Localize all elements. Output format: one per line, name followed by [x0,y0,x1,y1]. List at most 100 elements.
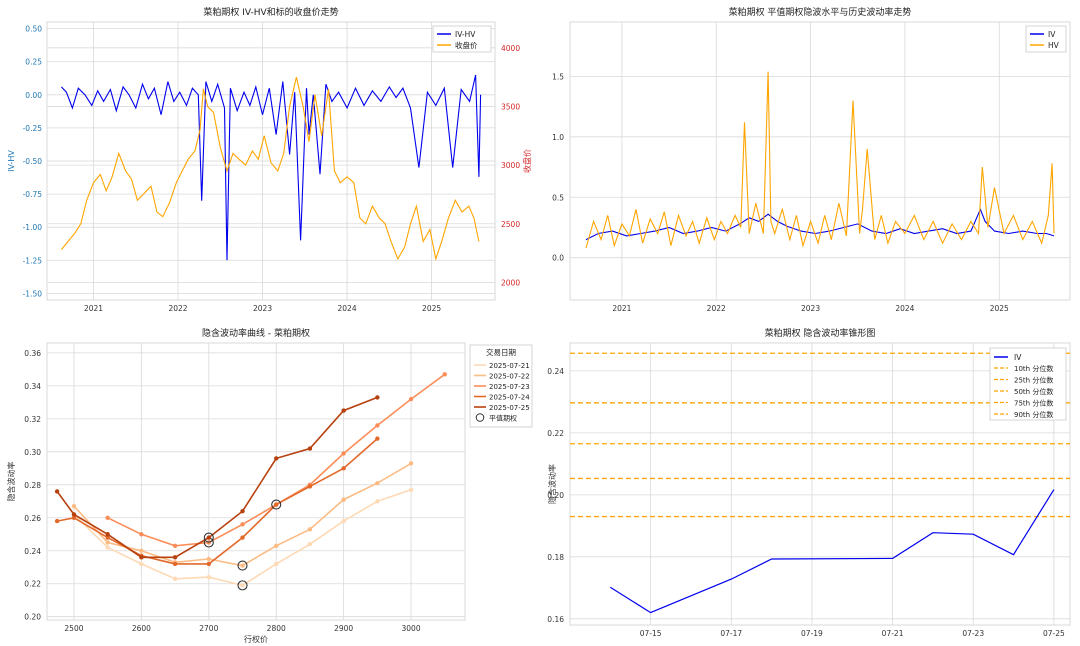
data-point [105,545,110,550]
data-point [105,515,110,520]
data-point [71,504,77,509]
x-tick-label: 2500 [64,624,83,633]
y-tick-label: 0.30 [24,448,41,457]
data-point [206,535,212,540]
data-point [307,446,313,451]
legend-box [432,25,492,53]
series [71,461,414,571]
legend-label: 2025-07-22 [489,373,530,381]
series-line [73,462,412,567]
legend-label: 10th 分位数 [1014,364,1053,373]
data-point [240,563,245,568]
y-tick-label: 0.36 [24,349,41,358]
y-tick-label: -0.25 [23,124,43,133]
panel-1: 菜粕期权 IV-HV和标的收盘价走势 2021 2022 2023 2024 2025 0.… [7,6,532,313]
data-point [240,508,245,514]
data-point [341,497,346,502]
chart-title: 隐含波动率曲线 - 菜粕期权 [202,327,310,339]
legend-label: 2025-07-23 [489,383,530,391]
y-tick-label: 0.34 [24,382,41,391]
data-point [307,541,313,547]
y-tick-label: 0.00 [25,91,42,100]
data-point [240,583,245,588]
plot-frame [569,21,1071,301]
data-point [375,499,380,504]
y2-tick-label: 4000 [501,44,520,53]
legend-label: 2025-07-21 [489,362,530,370]
data-point [442,372,447,377]
y-tick-label: -1.25 [23,256,43,265]
data-point [408,487,414,492]
chart-title: 菜粕期权 隐含波动率锥形图 [765,327,876,339]
x-tick-label: 07-23 [962,629,984,638]
panel-3: 隐含波动率曲线 - 菜粕期权 2500 2600 2700 2800 2900 3000 0.… [6,327,533,644]
x-tick-label: 07-21 [882,629,904,638]
x-tick-label: 2024 [338,304,357,313]
data-point [71,512,77,517]
x-tick-label: 2022 [707,304,726,313]
x-tick-label: 2023 [801,304,820,313]
x-tick-label: 07-15 [640,629,662,638]
series [54,436,380,567]
y-tick-label: 0.16 [547,615,564,624]
data-point [139,532,144,537]
legend-label: 75th 分位数 [1014,399,1053,408]
x-tick-label: 07-25 [1043,629,1065,638]
x-tick-label: 2022 [168,304,187,313]
data-point [274,561,279,567]
chart-title: 菜粕期权 平值期权隐波水平与历史波动率走势 [729,6,912,18]
y-axis-label: 隐含波动率 [547,464,557,504]
x-axis-label: 行权价 [244,634,268,644]
y-axis-label: IV-HV [7,150,16,172]
legend: IV HV [1025,25,1067,53]
series-line [585,71,1055,249]
y-tick-label: -0.75 [23,190,43,199]
legend-box [1025,25,1067,53]
data-point [139,561,144,567]
y-tick-label: 0.22 [24,580,41,589]
x-tick-label: 2800 [267,624,286,633]
data-point [105,540,110,545]
y-tick-label: 0.0 [552,254,564,263]
x-tick-label: 2024 [895,304,914,313]
legend-label: IV [1014,353,1022,362]
data-point [341,408,346,413]
y2-tick-label: 2000 [501,278,520,287]
y2-axis-label: 收盘价 [522,149,532,173]
y-tick-label: 0.32 [24,415,41,424]
y-axis-label: 隐含波动率 [6,462,16,502]
data-point [206,574,212,580]
legend-label: 2025-07-25 [489,404,530,412]
legend-label: 25th 分位数 [1014,376,1053,385]
legend-label: 90th 分位数 [1014,410,1053,419]
data-point [172,555,178,560]
plot-frame [46,342,466,621]
x-tick-label: 2025 [990,304,1009,313]
data-point [172,576,178,581]
x-tick-label: 07-19 [801,629,823,638]
y-tick-label: 0.26 [24,514,41,523]
atm-marker [271,499,282,510]
y-tick-label: 1.5 [552,72,564,81]
data-point [408,461,414,466]
x-tick-label: 07-17 [720,629,742,638]
data-point [240,522,245,527]
data-point [172,561,178,567]
legend-label: IV-HV [455,30,476,39]
x-tick-label: 2025 [422,304,441,313]
y2-tick-label: 3500 [501,102,520,111]
legend-label: IV [1048,30,1056,39]
legend: IV 10th 分位数 25th 分位数 50th 分位数 75th 分位数 90th 分… [989,347,1067,421]
y2-tick-label: 3000 [501,161,520,170]
atm-marker [203,532,214,543]
data-point [54,518,60,524]
legend: 交易日期 2025-07-21 2025-07-22 2025-07-23 2025-0… [469,344,533,428]
y-tick-label: 0.28 [24,481,41,490]
series-line [60,76,480,262]
y-tick-label: -0.50 [23,157,43,166]
legend-title: 交易日期 [486,347,516,357]
y-tick-label: -1.00 [23,223,43,232]
legend-box [989,347,1067,421]
